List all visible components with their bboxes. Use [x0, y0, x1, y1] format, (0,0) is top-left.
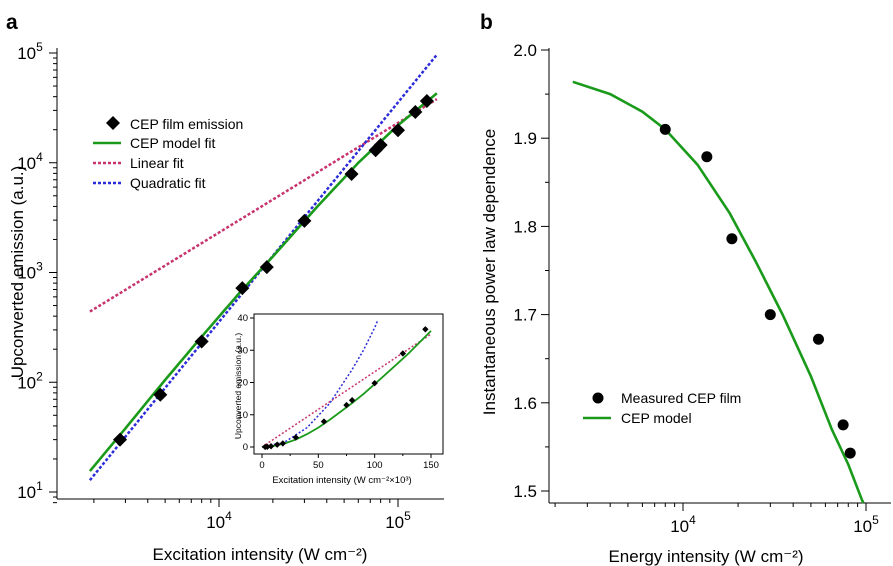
panel-a-y-tick-label: 105 [17, 40, 43, 63]
panel-a-y-tick-label: 103 [17, 260, 43, 283]
inset-emission-point [274, 441, 281, 448]
legend-a-label-emission: CEP film emission [130, 116, 243, 132]
inset-x-tick-label: 0 [259, 460, 264, 471]
panel-b-y-tick-label: 1.8 [513, 217, 537, 236]
panel-b-x-tick-label: 104 [670, 513, 696, 536]
inset-emission-point [264, 443, 271, 450]
measured-point [701, 151, 713, 163]
quadratic-fit-line [88, 53, 438, 481]
legend-b-label-measured: Measured CEP film [621, 390, 741, 406]
chart-marks: 104 105 101 102 103 104 105 CEP film emission CE… [17, 40, 891, 536]
emission-point [194, 334, 209, 349]
inset-y-tick-label: 40 [237, 313, 248, 324]
model-curve [572, 80, 865, 504]
inset-ylabel: Upconverted emission (a.u.) [233, 333, 243, 439]
panel-a-y-tick-label: 101 [17, 479, 43, 502]
linear-fit-line [89, 98, 438, 313]
panel-a-y-tick-label: 104 [17, 150, 43, 173]
panel-b-y-tick-label: 2.0 [513, 41, 537, 60]
inset-emission-point [348, 397, 356, 404]
legend-b-label-model: CEP model [621, 410, 692, 426]
inset-emission-point [292, 434, 299, 441]
panel-b-xlabel: Energy intensity (W cm⁻²) [608, 547, 803, 566]
panel-b-x-tick-label: 105 [853, 513, 879, 536]
inset-y-tick-label: 10 [237, 410, 248, 421]
inset-y-tick-label: 20 [237, 378, 248, 389]
emission-point [297, 213, 312, 228]
legend-a-label-linear: Linear fit [130, 155, 184, 171]
emission-point [373, 138, 388, 153]
panel-a-xlabel: Excitation intensity (W cm⁻²) [153, 545, 368, 564]
inset-xlabel: Excitation intensity (W cm⁻²×10³) [272, 475, 411, 486]
inset-emission-point [267, 443, 275, 450]
panel-b-y-tick-label: 1.7 [513, 306, 537, 325]
legend-a-label-quadratic: Quadratic fit [130, 175, 206, 191]
emission-point [419, 94, 434, 109]
legend-a-label-model: CEP model fit [130, 135, 215, 151]
measured-point [726, 233, 738, 245]
panel-a-label: a [6, 11, 18, 34]
panel-b-y-tick-label: 1.6 [513, 394, 537, 413]
inset-x-tick-label: 150 [423, 460, 439, 471]
measured-point [764, 309, 776, 321]
inset-emission-point [371, 379, 378, 387]
measured-point [837, 419, 849, 431]
panel-a-y-tick-label: 102 [17, 369, 43, 392]
measured-point [812, 333, 824, 345]
inset-emission-point [422, 326, 429, 333]
panel-b-y-tick-label: 1.5 [513, 482, 537, 501]
inset-emission-point [343, 401, 350, 409]
inset-x-tick-label: 100 [367, 460, 383, 471]
emission-point [408, 105, 423, 120]
emission-point [153, 387, 168, 402]
emission-point [391, 123, 405, 138]
panel-b-y-tick-label: 1.9 [513, 129, 537, 148]
emission-point [113, 432, 128, 447]
panel-b-label: b [480, 11, 493, 34]
panel-a-x-tick-label: 104 [206, 509, 232, 532]
emission-point [344, 166, 359, 181]
measured-point [844, 447, 856, 459]
inset-emission-point [320, 418, 328, 425]
inset-y-tick-label: 0 [243, 442, 248, 453]
emission-point [259, 260, 274, 275]
legend-b-marker-measured [592, 392, 604, 404]
inset-emission-point [279, 440, 287, 447]
inset-x-tick-label: 50 [313, 460, 324, 471]
panel-a-x-tick-label: 105 [385, 509, 411, 532]
panel-a-ylabel: Upconverted emission (a.u.) [8, 166, 27, 379]
emission-point [235, 281, 250, 296]
inset-emission-point [399, 350, 407, 357]
panel-b-ylabel: Instantaneous power law dependence [480, 129, 499, 415]
legend-a-marker-emission [106, 116, 120, 130]
measured-point [659, 123, 671, 135]
inset-y-tick-label: 30 [237, 345, 248, 356]
